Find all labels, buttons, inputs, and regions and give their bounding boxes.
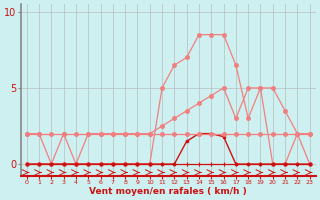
X-axis label: Vent moyen/en rafales ( km/h ): Vent moyen/en rafales ( km/h ) (89, 187, 247, 196)
